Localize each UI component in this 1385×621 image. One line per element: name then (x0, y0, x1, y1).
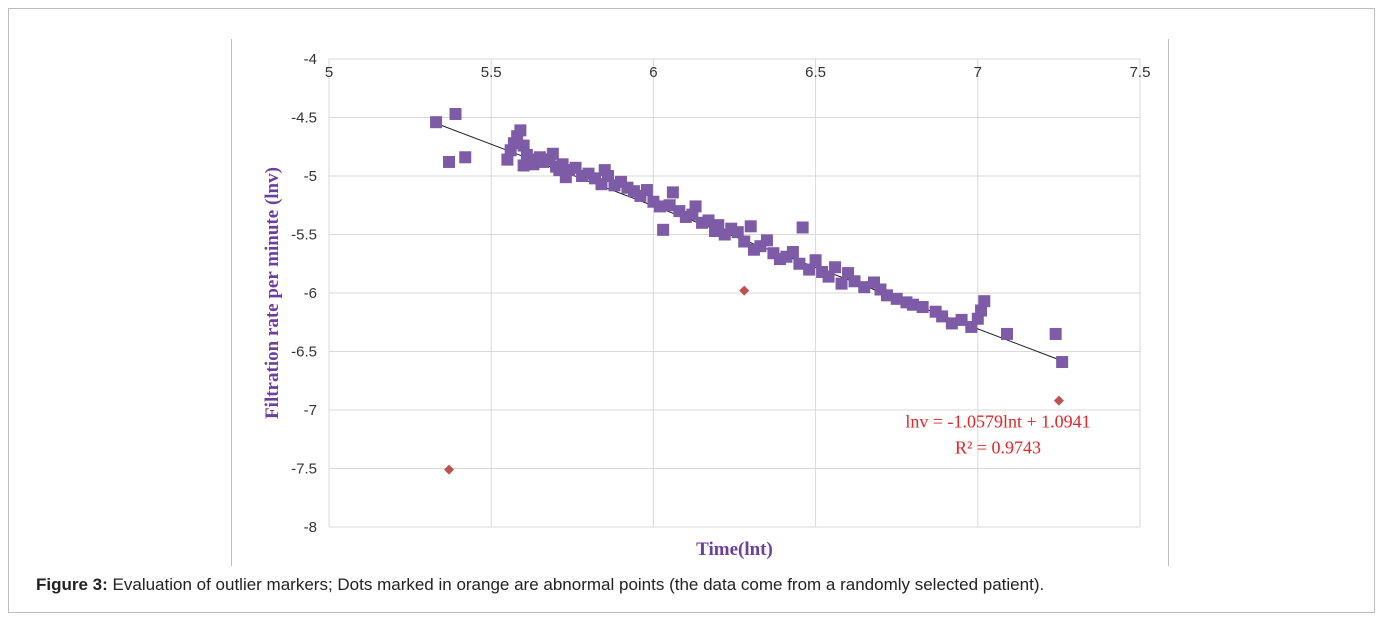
data-point (890, 292, 903, 305)
data-point (1056, 356, 1069, 369)
data-point (601, 170, 614, 182)
data-point (514, 124, 527, 137)
data-point (936, 310, 949, 323)
data-point (822, 270, 835, 283)
data-point (803, 263, 816, 276)
data-point (689, 200, 702, 213)
data-point (430, 116, 443, 129)
data-point (443, 155, 456, 168)
y-tick-label: -7.5 (291, 461, 317, 478)
x-tick-label: 5 (325, 64, 333, 81)
y-tick-label: -5.5 (291, 227, 317, 244)
data-point (657, 223, 670, 236)
data-point (712, 219, 725, 232)
outlier-point (444, 464, 455, 475)
y-tick-label: -8 (304, 519, 317, 536)
x-tick-label: 7 (974, 64, 982, 81)
y-tick-label: -7 (304, 402, 317, 419)
data-point (858, 281, 871, 294)
scatter-plot: 5 5.5 6 6.5 7 7.5 -4 -4.5 -5 -5.5 -6 -6.5 -7 -7.5 -8 ln… (262, 51, 1151, 560)
data-point (978, 295, 991, 308)
y-tick-label: -4 (304, 51, 317, 68)
trendline-equation: lnv = -1.0579lnt + 1.0941 (905, 412, 1090, 432)
data-point (738, 235, 751, 248)
outlier-point (739, 285, 750, 296)
data-point (517, 139, 530, 152)
data-point (955, 313, 968, 326)
data-point (829, 261, 842, 274)
data-point (449, 107, 462, 120)
data-point (793, 257, 806, 270)
caption-text: Evaluation of outlier markers; Dots mark… (107, 575, 1045, 594)
x-axis-title: Time(lnt) (696, 539, 773, 560)
data-point (780, 250, 793, 263)
data-point (880, 289, 893, 302)
data-point (848, 275, 861, 288)
y-tick-label: -6 (304, 285, 317, 302)
x-tick-label: 6 (649, 64, 657, 81)
caption-label: Figure 3: (36, 575, 108, 594)
data-point (459, 151, 472, 164)
chart-area: 5 5.5 6 6.5 7 7.5 -4 -4.5 -5 -5.5 -6 -6.5 -7 -7.5 -8 ln… (231, 39, 1169, 566)
data-point (640, 184, 653, 197)
y-tick-label: -5 (304, 168, 317, 185)
r-squared-label: R² = 0.9743 (955, 438, 1041, 458)
data-point (1000, 327, 1013, 340)
data-point (916, 301, 929, 314)
data-point (666, 186, 679, 199)
data-point (744, 220, 757, 233)
data-point (796, 221, 809, 234)
y-tick-label: -4.5 (291, 110, 317, 127)
data-point (809, 254, 822, 267)
y-axis-title: Filtration rate per minute (lnv) (262, 167, 283, 419)
y-tick-label: -6.5 (291, 344, 317, 361)
data-point (702, 214, 715, 227)
figure-frame: 5 5.5 6 6.5 7 7.5 -4 -4.5 -5 -5.5 -6 -6.5 -7 -7.5 -8 ln… (8, 8, 1375, 613)
data-point (760, 234, 773, 247)
outlier-point (1053, 395, 1064, 406)
data-point (945, 317, 958, 330)
data-point (501, 153, 514, 166)
data-point (835, 277, 848, 290)
data-point (546, 147, 559, 160)
data-point (975, 304, 988, 317)
data-point (1049, 327, 1062, 340)
data-point (786, 246, 799, 259)
data-point (507, 137, 520, 150)
figure-caption: Figure 3: Evaluation of outlier markers;… (36, 575, 1356, 595)
x-tick-label: 7.5 (1130, 64, 1151, 81)
x-tick-label: 6.5 (805, 64, 826, 81)
x-tick-label: 5.5 (481, 64, 502, 81)
data-point (663, 199, 676, 212)
data-point (653, 200, 666, 213)
data-point (906, 298, 919, 311)
data-point (731, 226, 744, 239)
